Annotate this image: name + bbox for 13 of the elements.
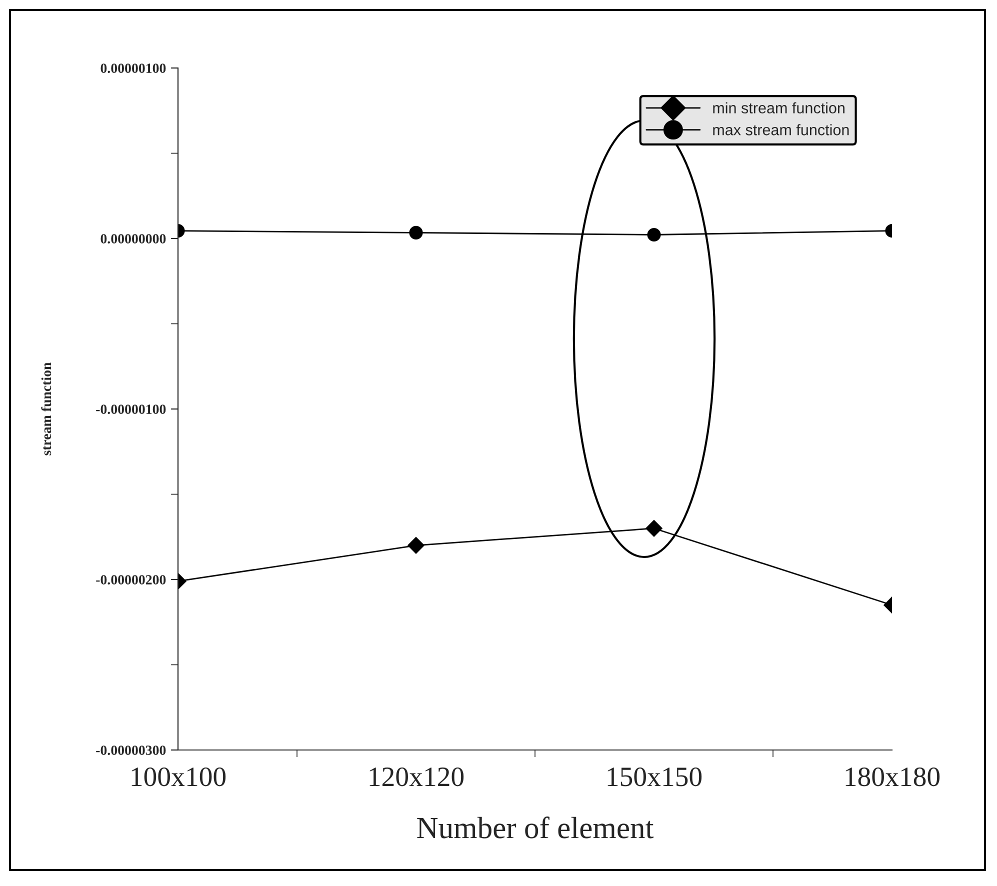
x-tick-label: 120x120 bbox=[370, 767, 464, 786]
legend-label: max stream function bbox=[713, 124, 849, 136]
x-tick-label: 100x100 bbox=[132, 767, 226, 786]
y-tick-label: 0.00000000 bbox=[100, 234, 166, 244]
x-tick-label: 180x180 bbox=[846, 767, 940, 786]
y-tick-label: -0.00000100 bbox=[96, 404, 166, 414]
y-tick-label: -0.00000200 bbox=[96, 575, 166, 585]
y-tick-label: -0.00000300 bbox=[96, 746, 166, 756]
x-axis-title: Number of element bbox=[417, 816, 654, 838]
y-tick-label: 0.00000100 bbox=[100, 64, 166, 74]
y-axis-title: stream function bbox=[41, 362, 52, 456]
legend-label: min stream function bbox=[713, 102, 844, 114]
x-tick-label: 150x150 bbox=[608, 767, 702, 786]
